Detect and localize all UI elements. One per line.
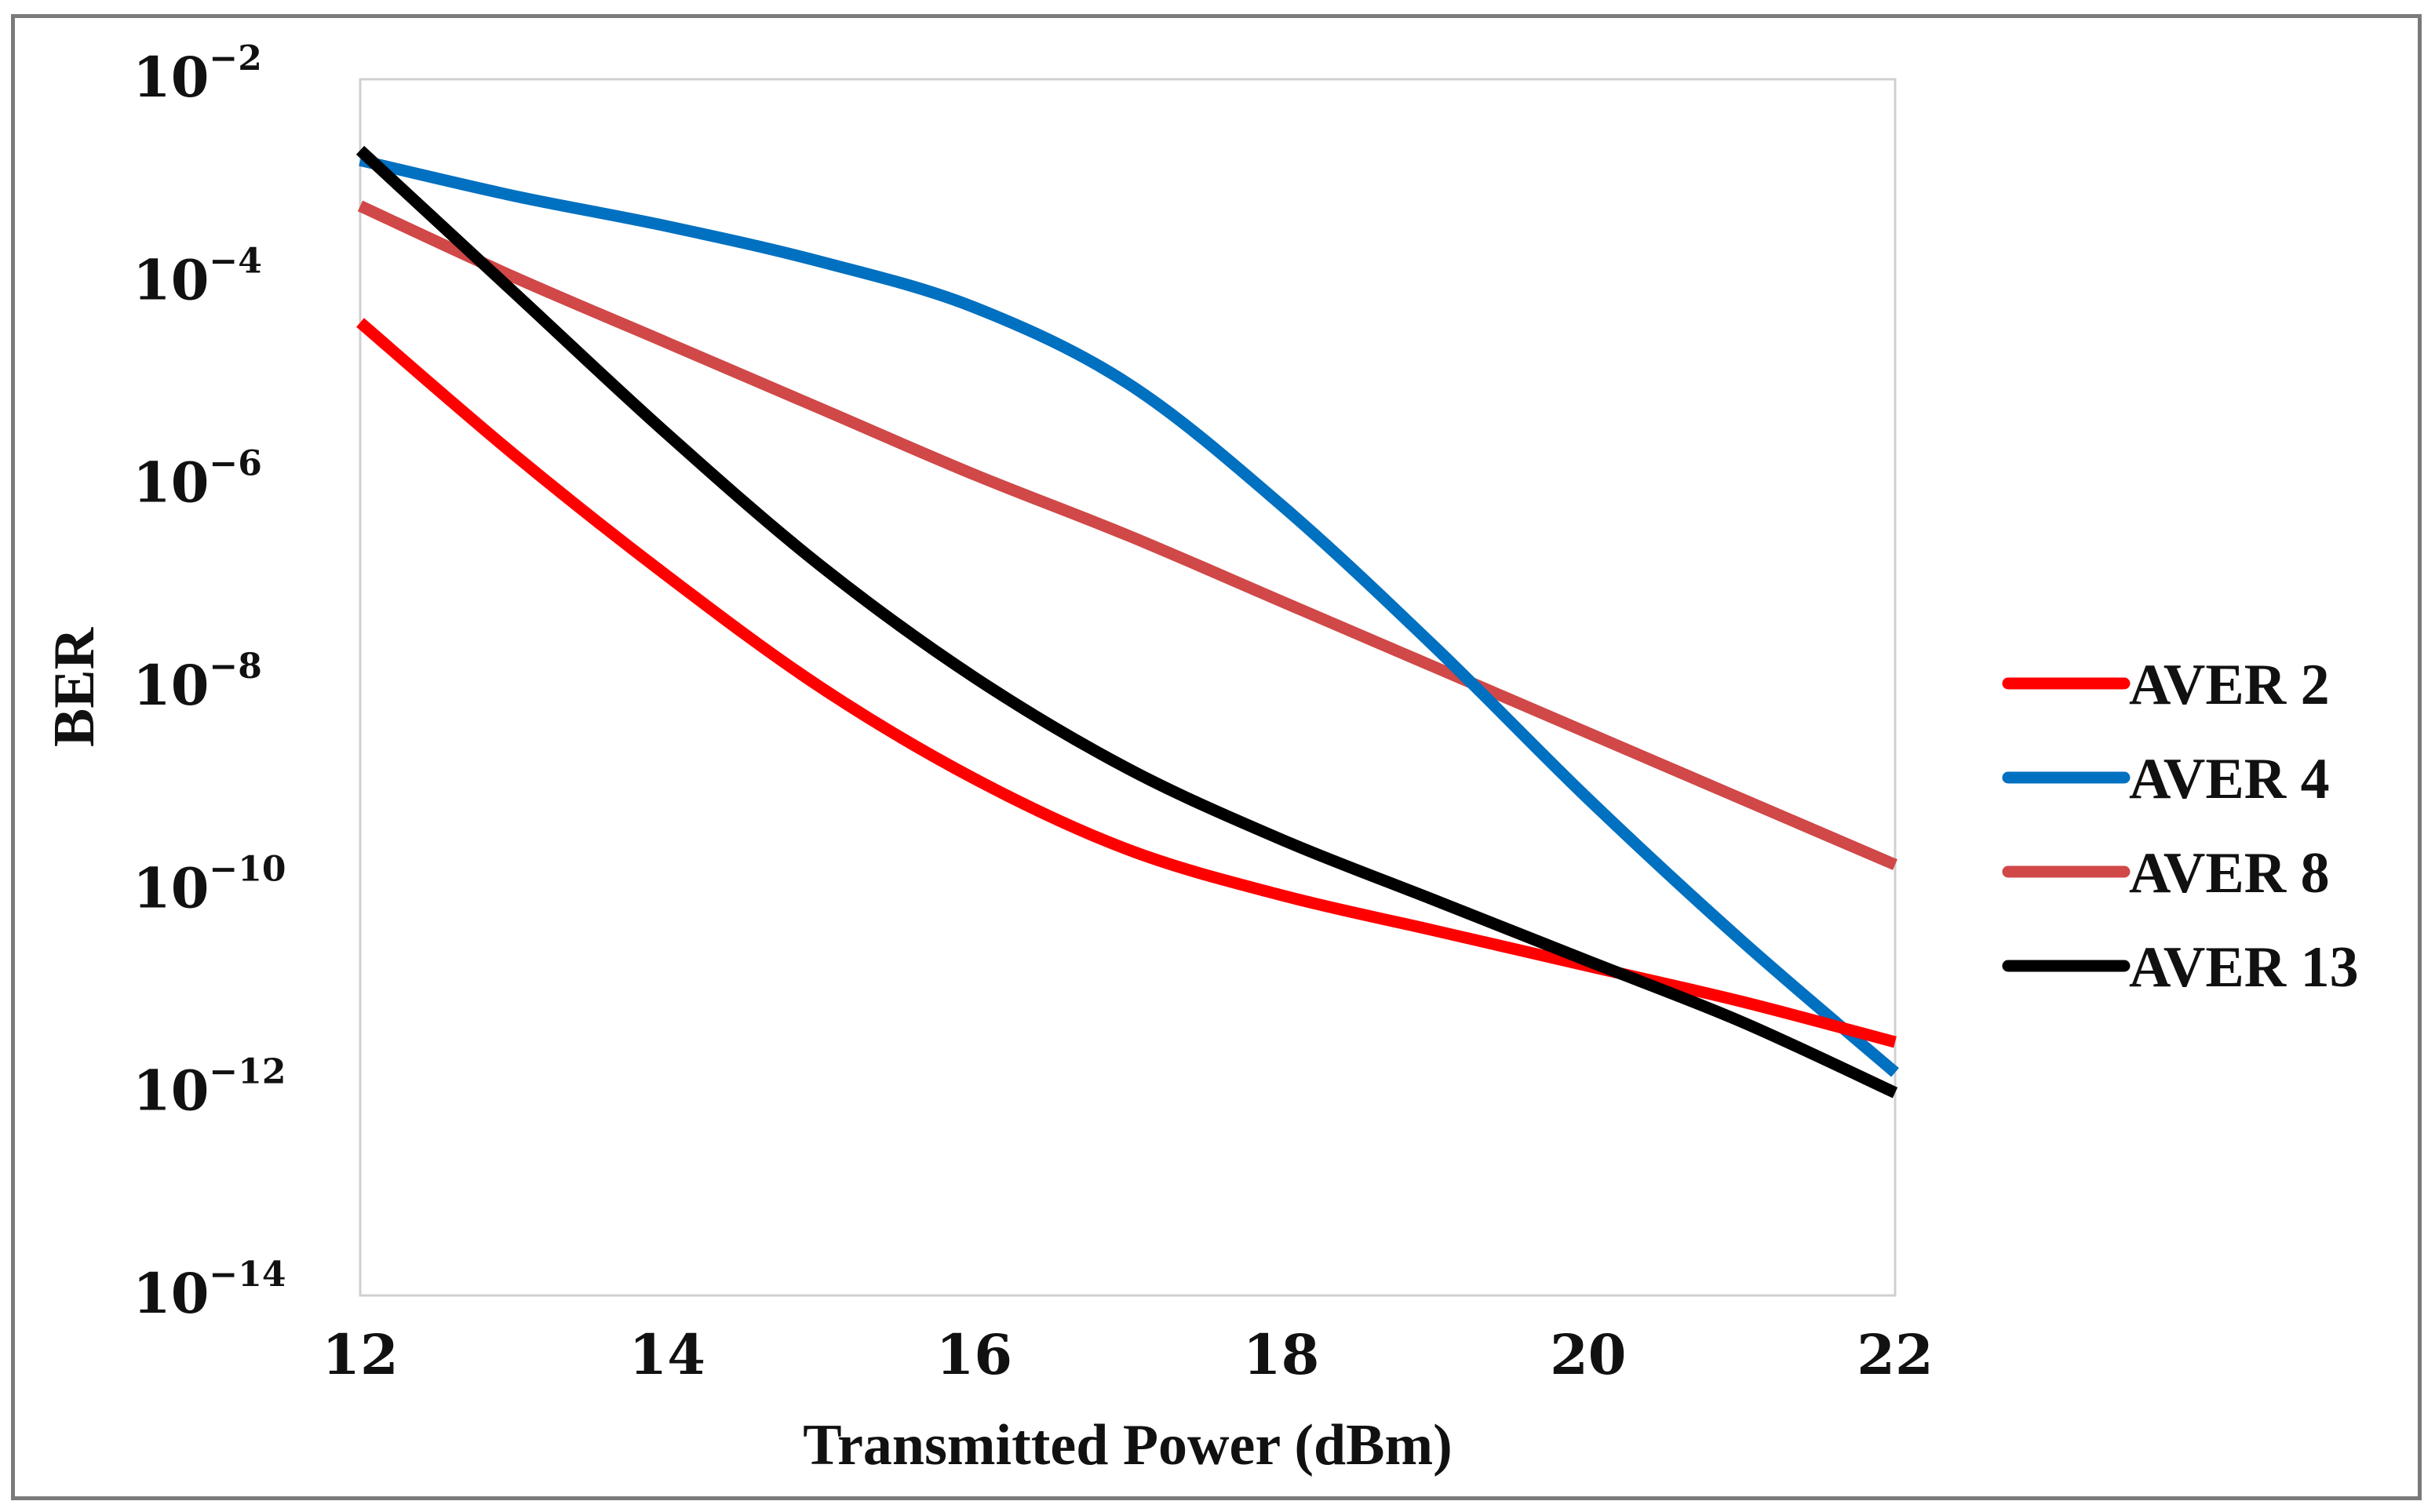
y-tick-base: 10 [133,247,209,312]
plot-area-border [359,78,1897,1297]
y-tick-label: 10−2 [133,38,262,110]
y-tick-base: 10 [133,1261,209,1326]
x-tick-label: 16 [936,1322,1012,1387]
y-tick-exponent: −8 [209,647,261,687]
y-tick-base: 10 [133,45,209,110]
y-tick-exponent: −4 [209,241,261,281]
x-tick-label: 18 [1243,1322,1319,1387]
y-tick-base: 10 [133,855,209,920]
series-line-aver-8 [357,200,1897,870]
y-tick-exponent: −6 [209,444,261,484]
x-tick-label: 12 [322,1322,398,1387]
x-axis-title: Transmitted Power (dBm) [803,1413,1453,1477]
ber-chart: 12 14 16 18 20 2210−210−410−610−810−1010−1210… [42,38,2359,1477]
y-tick-exponent: −10 [209,849,286,889]
y-tick-exponent: −2 [209,38,261,78]
y-tick-label: 10−6 [133,444,262,516]
x-tick-label: 20 [1550,1322,1626,1387]
legend-label-aver-2: AVER 2 [2129,653,2330,717]
y-tick-exponent: −14 [209,1255,286,1295]
legend-label-aver-4: AVER 4 [2129,747,2330,811]
y-tick-label: 10−10 [133,849,286,920]
series-line-aver-4 [359,155,1899,1077]
y-axis-title: BER [42,626,107,747]
x-tick-label: 14 [629,1322,705,1387]
x-tick-label: 22 [1857,1322,1933,1387]
legend-label-aver-13: AVER 13 [2129,935,2359,1000]
y-tick-label: 10−12 [133,1052,286,1124]
y-tick-base: 10 [133,450,209,516]
y-tick-base: 10 [133,653,209,718]
y-tick-label: 10−8 [133,647,262,718]
legend-label-aver-8: AVER 8 [2129,841,2330,905]
series-line-aver-13 [355,145,1898,1098]
y-tick-exponent: −12 [209,1052,286,1092]
figure-frame: 12 14 16 18 20 22 10−2 10−4 10−6 10−8 10−10 10−12 10… [11,14,2422,1500]
y-tick-label: 10−14 [133,1255,286,1326]
y-tick-base: 10 [133,1058,209,1124]
series-line-aver-2 [356,318,1897,1048]
y-tick-label: 10−4 [133,241,262,312]
